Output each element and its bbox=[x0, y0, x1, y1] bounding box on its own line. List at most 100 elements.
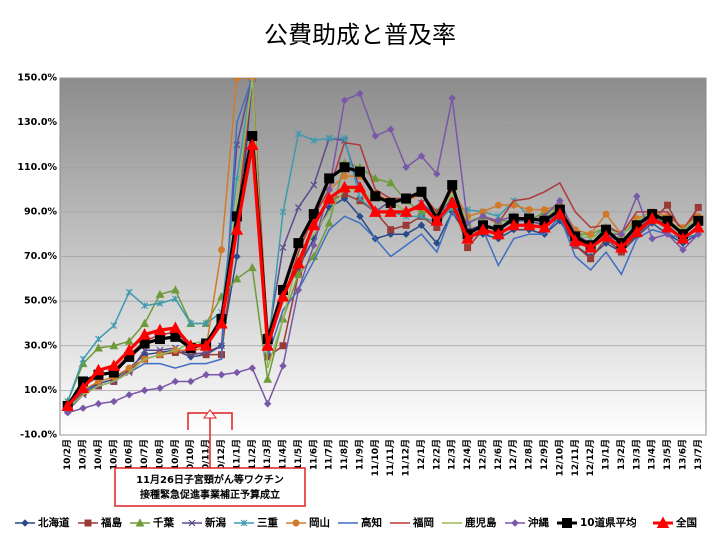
legend-label: 福島 bbox=[100, 516, 122, 529]
marker bbox=[386, 125, 395, 134]
marker bbox=[125, 364, 133, 372]
x-tick-label: 10/4月 bbox=[93, 439, 104, 470]
marker bbox=[494, 217, 503, 225]
legend-label: 福岡 bbox=[412, 516, 434, 529]
legend: 北海道 福島 千葉 新潟 三重 岡山 高知 福岡 鹿児島 沖縄 10道県平均 全国 bbox=[15, 516, 697, 529]
marker bbox=[433, 239, 441, 247]
x-tick-label: 12/9月 bbox=[539, 439, 550, 470]
labels: -10.0% 10.0% 30.0% 50.0% 70.0% 90.0% 110.0% 130… bbox=[17, 73, 703, 477]
marker bbox=[135, 518, 145, 527]
x-tick-label: 12/12月 bbox=[585, 439, 596, 476]
marker bbox=[370, 191, 381, 202]
legend-label: 新潟 bbox=[205, 516, 226, 529]
marker bbox=[338, 180, 351, 193]
marker bbox=[187, 377, 195, 386]
marker bbox=[218, 246, 225, 254]
marker bbox=[110, 397, 118, 406]
marker bbox=[84, 519, 92, 527]
marker bbox=[263, 400, 272, 408]
legend-label: 北海道 bbox=[38, 516, 70, 529]
marker bbox=[587, 230, 595, 238]
marker bbox=[569, 234, 582, 246]
legend-label: 沖縄 bbox=[528, 516, 549, 529]
marker bbox=[261, 339, 274, 351]
marker bbox=[325, 203, 333, 212]
x-tick-label: 13/3月 bbox=[631, 439, 642, 470]
marker bbox=[169, 321, 182, 333]
x-tick-label: 13/6月 bbox=[677, 439, 688, 470]
marker bbox=[416, 186, 427, 197]
marker bbox=[218, 342, 225, 350]
marker bbox=[215, 316, 228, 329]
marker bbox=[447, 180, 458, 191]
x-tick-label: 10/8月 bbox=[154, 439, 165, 470]
marker bbox=[187, 320, 195, 327]
x-tick-label: 12/3月 bbox=[447, 439, 458, 470]
marker bbox=[384, 205, 397, 217]
x-tick-label: 10/9月 bbox=[170, 439, 181, 470]
marker bbox=[417, 152, 426, 160]
marker bbox=[356, 212, 364, 221]
marker bbox=[276, 290, 290, 302]
marker bbox=[511, 519, 519, 527]
marker bbox=[217, 371, 226, 379]
marker bbox=[307, 218, 321, 231]
marker bbox=[310, 137, 318, 144]
x-tick-label: 10/2月 bbox=[62, 439, 73, 470]
x-tick-label: 10/7月 bbox=[139, 439, 150, 470]
x-tick-label: 13/7月 bbox=[693, 439, 704, 470]
marker bbox=[584, 241, 597, 253]
marker bbox=[110, 322, 118, 330]
series-lines bbox=[61, 78, 705, 417]
x-tick-label: 12/11月 bbox=[570, 439, 581, 476]
marker bbox=[692, 221, 705, 233]
marker bbox=[664, 201, 672, 209]
legend-label: 高知 bbox=[361, 516, 382, 529]
marker bbox=[369, 205, 382, 217]
marker bbox=[109, 341, 119, 350]
legend-label: 10道県平均 bbox=[580, 516, 637, 529]
x-tick-label: 11/6月 bbox=[308, 439, 319, 470]
marker bbox=[233, 368, 241, 377]
marker bbox=[617, 230, 626, 238]
marker bbox=[522, 218, 536, 231]
marker bbox=[324, 173, 335, 184]
marker bbox=[94, 343, 103, 352]
marker bbox=[230, 223, 244, 235]
marker bbox=[401, 193, 412, 204]
x-tick-label: 12/4月 bbox=[462, 439, 473, 470]
marker bbox=[310, 241, 318, 250]
marker bbox=[232, 274, 242, 283]
series-line bbox=[67, 78, 699, 409]
x-tick-label: 11/4月 bbox=[278, 439, 289, 470]
marker bbox=[430, 214, 444, 226]
marker bbox=[310, 181, 318, 189]
marker bbox=[153, 323, 167, 336]
x-tick-label: 12/7月 bbox=[508, 439, 519, 470]
marker bbox=[587, 255, 595, 263]
marker bbox=[354, 166, 365, 177]
legend-label: 千葉 bbox=[153, 516, 174, 529]
marker bbox=[630, 225, 644, 237]
marker bbox=[156, 384, 164, 392]
marker bbox=[541, 206, 548, 214]
marker bbox=[461, 232, 474, 244]
marker bbox=[138, 328, 151, 340]
marker bbox=[140, 318, 150, 327]
marker bbox=[293, 238, 304, 249]
marker bbox=[156, 299, 164, 307]
marker bbox=[353, 180, 367, 193]
marker bbox=[324, 218, 334, 227]
marker bbox=[694, 230, 703, 238]
marker bbox=[95, 335, 102, 343]
marker bbox=[61, 399, 74, 411]
marker bbox=[676, 232, 690, 244]
x-tick-label: 11/1月 bbox=[231, 439, 242, 470]
marker bbox=[479, 212, 487, 221]
marker bbox=[445, 196, 459, 208]
y-tick-label: 130.0% bbox=[17, 117, 57, 128]
y-tick-label: 150.0% bbox=[17, 73, 57, 84]
marker bbox=[139, 338, 150, 349]
marker bbox=[399, 205, 413, 217]
x-tick-label: 12/2月 bbox=[431, 439, 442, 470]
